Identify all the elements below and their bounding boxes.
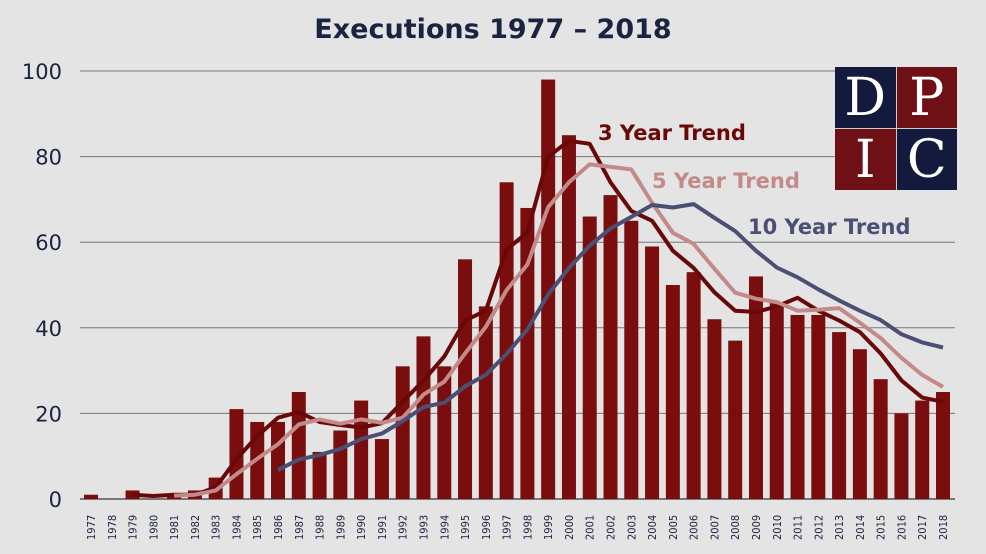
bar — [561, 135, 576, 499]
bar — [395, 366, 410, 499]
x-tick-label: 1993 — [417, 515, 430, 540]
x-tick-label: 2012 — [812, 515, 825, 540]
x-tick-label: 1984 — [230, 515, 243, 540]
bar — [458, 259, 473, 499]
bar — [873, 379, 888, 499]
bar — [665, 285, 680, 499]
bar — [416, 336, 431, 499]
bar — [167, 494, 182, 499]
trend-line — [174, 162, 944, 498]
y-tick-label: 0 — [49, 488, 62, 512]
x-tick-label: 2007 — [708, 515, 721, 540]
x-tick-label: 1989 — [334, 515, 347, 540]
bar — [478, 306, 493, 499]
trend-label: 3 Year Trend — [598, 121, 746, 145]
x-tick-label: 2010 — [771, 515, 784, 540]
bar — [645, 246, 660, 499]
bar — [125, 490, 140, 499]
x-tick-label: 1980 — [147, 515, 160, 540]
x-tick-label: 2003 — [625, 515, 638, 540]
y-tick-label: 100 — [22, 60, 62, 84]
x-tick-label: 2005 — [667, 515, 680, 540]
x-tick-label: 2001 — [584, 515, 597, 540]
bar — [582, 216, 597, 499]
trend-label: 5 Year Trend — [652, 169, 800, 193]
bar — [84, 494, 98, 499]
bar — [936, 392, 950, 499]
x-tick-label: 2016 — [895, 515, 908, 540]
x-tick-label: 2011 — [792, 515, 805, 540]
x-tick-label: 1998 — [521, 515, 534, 540]
bar — [291, 392, 306, 499]
logo-letter-i: I — [835, 129, 896, 190]
bar — [624, 220, 639, 500]
x-tick-label: 2017 — [916, 515, 929, 540]
x-tick-label: 1994 — [438, 515, 451, 540]
x-tick-label: 1985 — [251, 515, 264, 540]
bar — [811, 314, 826, 499]
x-tick-label: 1996 — [480, 515, 493, 540]
x-tick-label: 1992 — [397, 515, 410, 540]
x-tick-label: 1982 — [189, 515, 202, 540]
bar — [707, 319, 722, 499]
logo-letter-c: C — [896, 129, 957, 190]
x-tick-label: 1979 — [127, 515, 140, 540]
x-tick-label: 1999 — [542, 515, 555, 540]
x-tick-label: 1995 — [459, 515, 472, 540]
x-tick-label: 2008 — [729, 515, 742, 540]
bar — [354, 400, 369, 499]
x-tick-label: 2004 — [646, 515, 659, 540]
x-tick-label: 1978 — [106, 515, 119, 540]
y-tick-label: 40 — [35, 317, 62, 341]
bar — [790, 314, 805, 499]
x-tick-label: 1986 — [272, 515, 285, 540]
x-tick-label: 2009 — [750, 515, 763, 540]
bar — [769, 302, 784, 499]
bar — [748, 276, 763, 499]
x-tick-label: 2014 — [854, 515, 867, 540]
bar — [894, 413, 909, 499]
x-tick-label: 2018 — [937, 515, 950, 540]
bar — [541, 79, 556, 499]
trend-label: 10 Year Trend — [748, 215, 911, 239]
bar — [271, 421, 286, 499]
bar — [832, 332, 847, 499]
bar — [333, 430, 348, 499]
x-tick-label: 2013 — [833, 515, 846, 540]
dpic-logo: D P I C — [835, 67, 957, 190]
bar — [915, 400, 930, 499]
x-tick-label: 1991 — [376, 515, 389, 540]
x-tick-label: 1981 — [168, 515, 181, 540]
logo-letter-d: D — [835, 67, 896, 128]
bar — [603, 195, 618, 499]
bar — [499, 182, 514, 499]
trend-line — [277, 202, 944, 472]
logo-letter-p: P — [896, 67, 957, 128]
x-tick-label: 2000 — [563, 515, 576, 540]
x-tick-label: 1987 — [293, 515, 306, 540]
bar — [852, 349, 867, 499]
x-tick-label: 1988 — [314, 515, 327, 540]
x-tick-label: 1990 — [355, 515, 368, 540]
x-tick-label: 1977 — [85, 515, 98, 540]
bar — [686, 272, 701, 499]
y-tick-label: 80 — [35, 146, 62, 170]
bar — [312, 451, 327, 499]
trend-line — [132, 138, 944, 498]
bar — [520, 207, 535, 499]
bar — [374, 439, 389, 499]
chart-title: Executions 1977 – 2018 — [314, 14, 672, 45]
x-tick-label: 2015 — [875, 515, 888, 540]
bar — [728, 340, 743, 499]
x-tick-label: 1983 — [210, 515, 223, 540]
x-tick-label: 2006 — [688, 515, 701, 540]
y-tick-label: 20 — [35, 402, 62, 426]
y-tick-label: 60 — [35, 231, 62, 255]
x-tick-label: 2002 — [605, 515, 618, 540]
x-tick-label: 1997 — [501, 515, 514, 540]
